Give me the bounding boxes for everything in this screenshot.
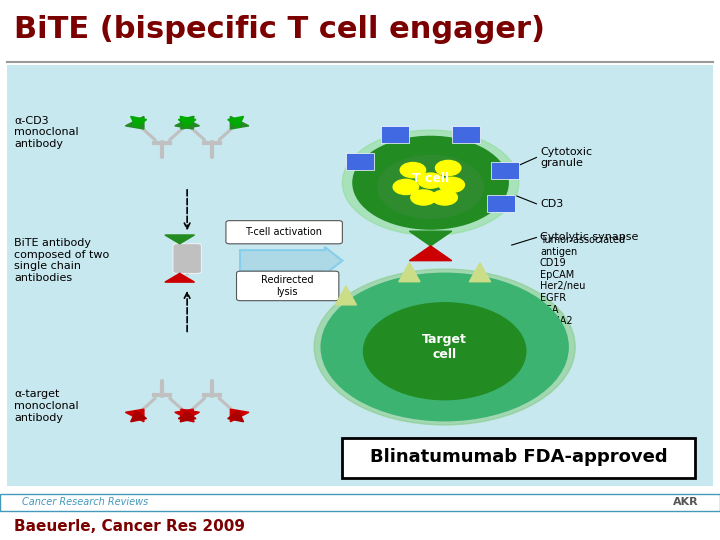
Polygon shape (180, 117, 196, 127)
Polygon shape (165, 235, 194, 244)
Circle shape (418, 173, 444, 188)
Polygon shape (410, 246, 451, 261)
Circle shape (321, 273, 568, 421)
Circle shape (436, 160, 461, 176)
Polygon shape (130, 117, 147, 127)
FancyBboxPatch shape (381, 126, 410, 143)
Circle shape (400, 163, 426, 178)
FancyArrow shape (240, 247, 343, 274)
Polygon shape (130, 411, 147, 422)
Polygon shape (125, 117, 144, 129)
FancyBboxPatch shape (0, 494, 720, 511)
FancyBboxPatch shape (346, 153, 374, 170)
Text: Redirected
lysis: Redirected lysis (261, 275, 314, 297)
Text: Cancer Research Reviews: Cancer Research Reviews (22, 497, 148, 507)
Text: Cytotoxic
granule: Cytotoxic granule (540, 147, 592, 168)
Polygon shape (181, 117, 199, 129)
Polygon shape (230, 117, 249, 129)
FancyBboxPatch shape (226, 221, 343, 244)
Circle shape (439, 177, 464, 192)
Polygon shape (469, 263, 490, 282)
Polygon shape (180, 411, 196, 422)
Polygon shape (175, 117, 193, 129)
Text: Tumor-associated
antigen
CD19
EpCAM
Her2/neu
EGFR
CEA
EpHA2
CD33
MCSP: Tumor-associated antigen CD19 EpCAM Her2… (540, 235, 625, 349)
Circle shape (411, 190, 436, 205)
Polygon shape (228, 411, 243, 422)
Circle shape (432, 190, 457, 205)
FancyBboxPatch shape (343, 437, 696, 477)
Polygon shape (181, 409, 199, 422)
Circle shape (364, 303, 526, 400)
FancyBboxPatch shape (487, 195, 516, 212)
Polygon shape (410, 231, 451, 246)
Polygon shape (165, 273, 194, 282)
Circle shape (377, 156, 483, 219)
Text: Target
cell: Target cell (422, 333, 467, 361)
Polygon shape (230, 409, 249, 422)
Polygon shape (175, 409, 193, 422)
Text: AKR: AKR (672, 497, 698, 507)
Text: Cytolytic synapse: Cytolytic synapse (540, 233, 639, 242)
Circle shape (342, 130, 518, 235)
Polygon shape (125, 409, 144, 422)
Text: BiTE (bispecific T cell engager): BiTE (bispecific T cell engager) (14, 15, 546, 44)
FancyBboxPatch shape (490, 161, 518, 179)
Text: α-target
monoclonal
antibody: α-target monoclonal antibody (14, 389, 79, 423)
FancyBboxPatch shape (173, 244, 201, 273)
Polygon shape (179, 117, 194, 127)
Circle shape (393, 179, 418, 194)
Text: T cell: T cell (412, 172, 449, 185)
Text: T-cell activation: T-cell activation (246, 227, 323, 237)
FancyBboxPatch shape (236, 271, 339, 301)
FancyBboxPatch shape (0, 60, 720, 490)
Text: Baeuerle, Cancer Res 2009: Baeuerle, Cancer Res 2009 (14, 519, 246, 534)
Polygon shape (228, 117, 243, 127)
Polygon shape (399, 263, 420, 282)
Text: Blinatumumab FDA-approved: Blinatumumab FDA-approved (370, 448, 667, 467)
Text: BiTE antibody
composed of two
single chain
antibodies: BiTE antibody composed of two single cha… (14, 238, 109, 283)
Circle shape (353, 137, 508, 229)
Text: CD3: CD3 (540, 199, 563, 209)
FancyBboxPatch shape (451, 126, 480, 143)
Text: α-CD3
monoclonal
antibody: α-CD3 monoclonal antibody (14, 116, 79, 149)
Polygon shape (179, 411, 194, 422)
Polygon shape (336, 286, 356, 305)
Circle shape (314, 269, 575, 425)
